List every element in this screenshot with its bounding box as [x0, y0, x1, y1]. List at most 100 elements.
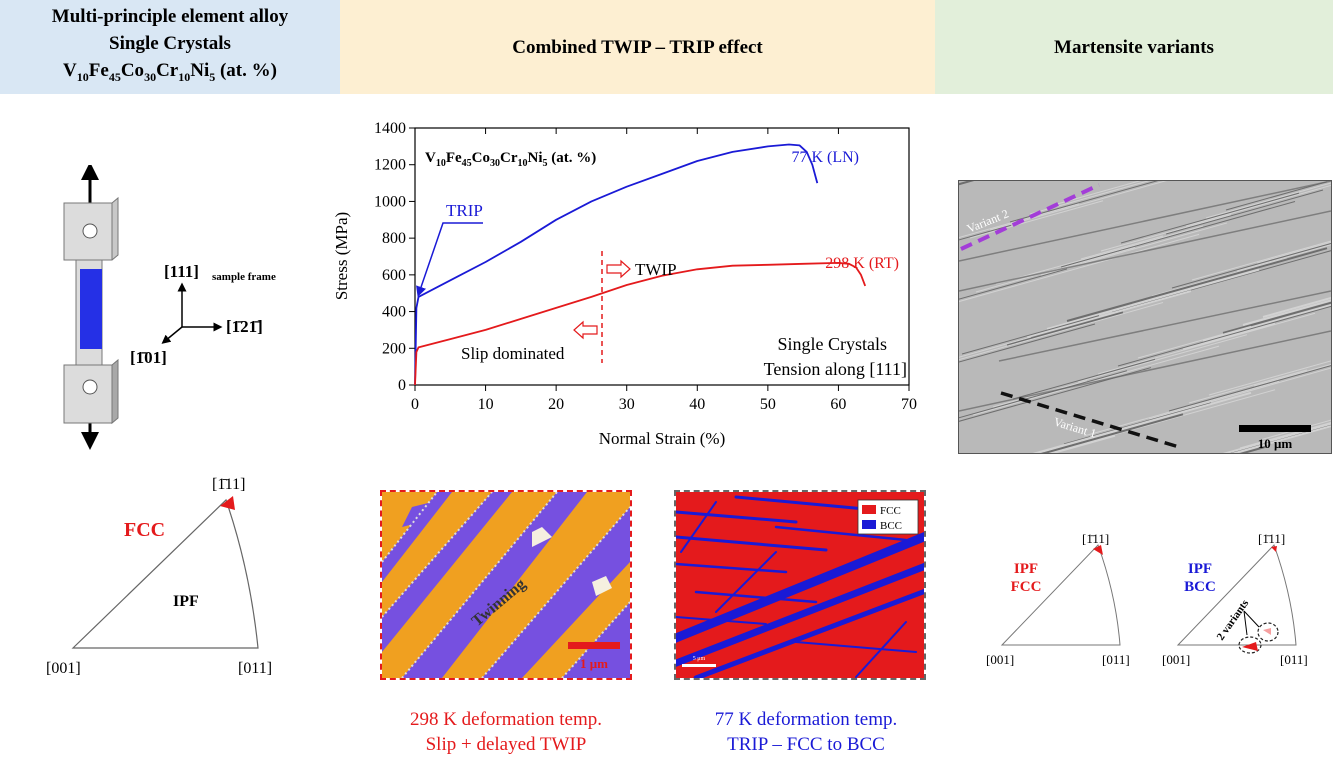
y-tick-label: 600 — [382, 267, 406, 284]
sem-streak — [1026, 290, 1192, 338]
sem-micrograph: Variant 2 Variant 1 10 μm — [958, 180, 1332, 454]
sem-streak — [1168, 365, 1331, 412]
scale-label-298k: 1 μm — [580, 656, 608, 671]
scale-label-77k: 5 μm — [693, 656, 706, 662]
annotation-trip: TRIP — [446, 201, 483, 220]
sem-streak — [1222, 301, 1331, 334]
header-martensite-text: Martensite variants — [1054, 36, 1214, 58]
ipf-small-fcc-spot — [1093, 545, 1103, 555]
tensile-specimen-diagram: [111] sample frame [1̄21̄] [1̄01] — [63, 165, 276, 450]
caption-77k-line1: 77 K deformation temp. — [714, 709, 898, 730]
variant-spot-1 — [1242, 642, 1258, 651]
caption-298k-line1: 298 K deformation temp. — [409, 709, 603, 730]
sem-streak — [959, 224, 1012, 241]
sem-streak — [959, 323, 1096, 363]
legend-label-bcc: BCC — [880, 520, 902, 532]
sem-streak — [1097, 312, 1316, 375]
sem-streak — [1202, 304, 1331, 342]
sem-streak — [1205, 182, 1331, 219]
sem-streak — [1006, 311, 1124, 346]
chart-frame — [414, 127, 910, 386]
sem-streak — [1256, 241, 1331, 264]
header-martensite: Martensite variants — [935, 0, 1333, 94]
sem-streak — [1047, 389, 1276, 453]
annotation-twip: TWIP — [635, 260, 677, 279]
pin-hole-top — [82, 223, 98, 239]
ipf-small-fcc-label2: FCC — [1011, 579, 1042, 595]
ipf-center-label: IPF — [173, 593, 199, 610]
trip-arrow — [416, 222, 483, 297]
variants-label: 2 variants — [1215, 597, 1252, 643]
annotation-slip: Slip dominated — [461, 344, 565, 363]
sem-streak — [1225, 181, 1328, 211]
ipf-orientation-spot — [220, 496, 235, 510]
variant1-line — [1000, 391, 1180, 449]
axis-label-sample-frame: sample frame — [212, 271, 276, 283]
x-axis-ticks: 0 10 20 30 40 50 60 70 — [411, 128, 917, 413]
ipf-small-bcc-label1: IPF — [1188, 561, 1212, 577]
caption-77k: 77 K deformation temp. TRIP – FCC to BCC — [650, 707, 962, 757]
sem-streak — [1171, 242, 1331, 289]
y-tick-label: 1000 — [374, 193, 406, 210]
sem-streak — [959, 268, 1068, 300]
x-tick-label: 40 — [689, 396, 705, 413]
sem-streak — [959, 336, 1032, 358]
ipf-small-fcc-outline — [1000, 544, 1121, 646]
stress-strain-chart: 0 200 400 600 800 1000 1200 1400 0 10 20 30 40 50 60 7… — [332, 120, 917, 448]
ipf-small-fcc-corner-001: [001] — [986, 652, 1014, 667]
sem-streak — [1063, 402, 1212, 445]
scale-bar-298k — [568, 642, 620, 649]
ipf-small-fcc: [1̄11] [001] [011] IPF FCC — [986, 531, 1130, 667]
sem-streak — [959, 203, 1080, 238]
sem-image: Variant 2 Variant 1 10 μm — [959, 181, 1331, 453]
sem-streak — [1111, 250, 1331, 313]
series-line-298k — [414, 261, 867, 386]
header-twip-trip: Combined TWIP – TRIP effect — [340, 0, 935, 94]
sem-streak — [1208, 360, 1331, 396]
sem-streak — [959, 370, 1128, 419]
ebsd-map-298k: Twinning 1 μm — [380, 490, 632, 680]
ipf-triangle-fcc: [1̄11] [001] [011] FCC IPF — [46, 476, 272, 677]
caption-77k-line2: TRIP – FCC to BCC — [727, 734, 885, 755]
sem-streak — [969, 200, 1104, 239]
slip-arrow-left — [573, 320, 598, 340]
axis-label-111: [111] — [164, 262, 199, 281]
sem-streak — [1259, 419, 1331, 441]
sem-streak — [1262, 296, 1331, 318]
ipf-corner-001: [001] — [46, 660, 81, 677]
sem-streak — [959, 302, 1164, 361]
ebsd-twin-image: Twinning 1 μm — [382, 492, 630, 678]
ipf-corner-011: [011] — [238, 660, 272, 677]
scale-label-sem: 10 μm — [1258, 436, 1293, 451]
annotation-tension-axis: Tension along [111] — [764, 359, 907, 379]
x-tick-label: 0 — [411, 396, 419, 413]
variant-circle-1 — [1238, 636, 1262, 654]
chart-xlabel: Normal Strain (%) — [599, 429, 726, 448]
y-tick-label: 800 — [382, 230, 406, 247]
y-tick-label: 0 — [398, 377, 406, 394]
ipf-corner-111: [1̄11] — [212, 476, 245, 493]
ipf-phase-fcc: FCC — [124, 519, 165, 541]
scale-bar-sem — [1239, 425, 1311, 432]
sem-streak — [1012, 358, 1156, 400]
scale-bar-77k — [682, 664, 716, 667]
sem-streak — [959, 181, 975, 186]
caption-298k-line2: Slip + delayed TWIP — [425, 734, 587, 755]
sem-streak — [1191, 240, 1331, 281]
chart-ylabel: Stress (MPa) — [332, 212, 351, 300]
ipf-small-bcc-label2: BCC — [1184, 579, 1216, 595]
sem-streak — [1137, 325, 1252, 359]
sem-streak — [1148, 367, 1331, 420]
specimen-gauge-section — [80, 269, 102, 349]
sem-streak — [1120, 192, 1300, 244]
header-alloy-composition: V10Fe45Co30Cr10Ni5 (at. %) — [63, 60, 277, 84]
sem-streak — [1060, 200, 1296, 268]
sem-streak — [1049, 434, 1116, 453]
y-tick-label: 200 — [382, 340, 406, 357]
header-alloy: Multi-principle element alloy Single Cry… — [0, 0, 340, 94]
ipf-small-fcc-corner-111: [1̄11] — [1082, 531, 1109, 546]
sem-streak — [1242, 299, 1331, 326]
chart-title: V10Fe45Co30Cr10Ni5 (at. %) — [425, 150, 596, 169]
annotation-single-crystals: Single Crystals — [777, 334, 887, 354]
sem-streak — [1236, 244, 1331, 272]
